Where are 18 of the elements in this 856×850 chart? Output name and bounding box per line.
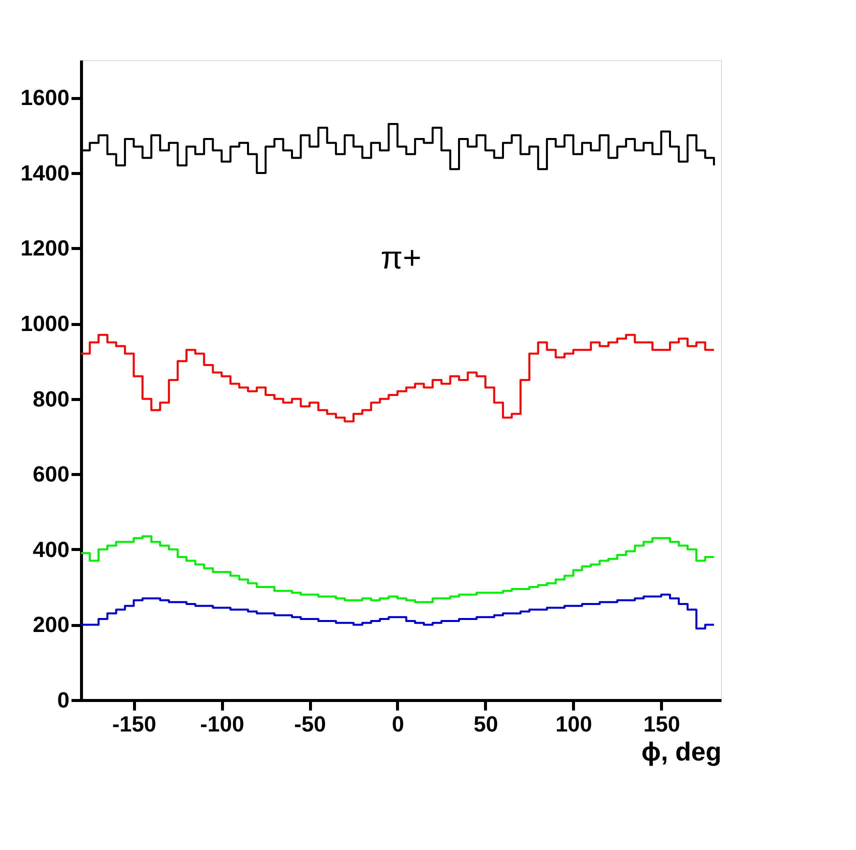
y-tick-label: 1600 bbox=[20, 85, 70, 110]
x-tick-label: 50 bbox=[474, 712, 498, 736]
y-tick-label: 800 bbox=[32, 386, 70, 412]
x-axis-title: ϕ, deg bbox=[641, 736, 722, 766]
y-tick-label: 0 bbox=[57, 688, 70, 712]
x-tick-label: 0 bbox=[392, 712, 404, 736]
y-tick-label: 200 bbox=[32, 612, 70, 638]
x-tick-label: 100 bbox=[555, 712, 592, 736]
y-tick-label: 1000 bbox=[20, 311, 70, 336]
x-tick-label: -50 bbox=[294, 712, 326, 736]
x-tick-label: -100 bbox=[200, 712, 244, 736]
x-tick-label: -150 bbox=[112, 712, 156, 736]
annotation: π+ bbox=[380, 239, 422, 276]
y-tick-label: 1200 bbox=[20, 236, 70, 261]
y-tick-label: 1400 bbox=[20, 160, 70, 186]
x-tick-label: 150 bbox=[643, 712, 680, 736]
y-tick-label: 400 bbox=[32, 536, 70, 562]
y-tick-label: 600 bbox=[32, 462, 70, 487]
